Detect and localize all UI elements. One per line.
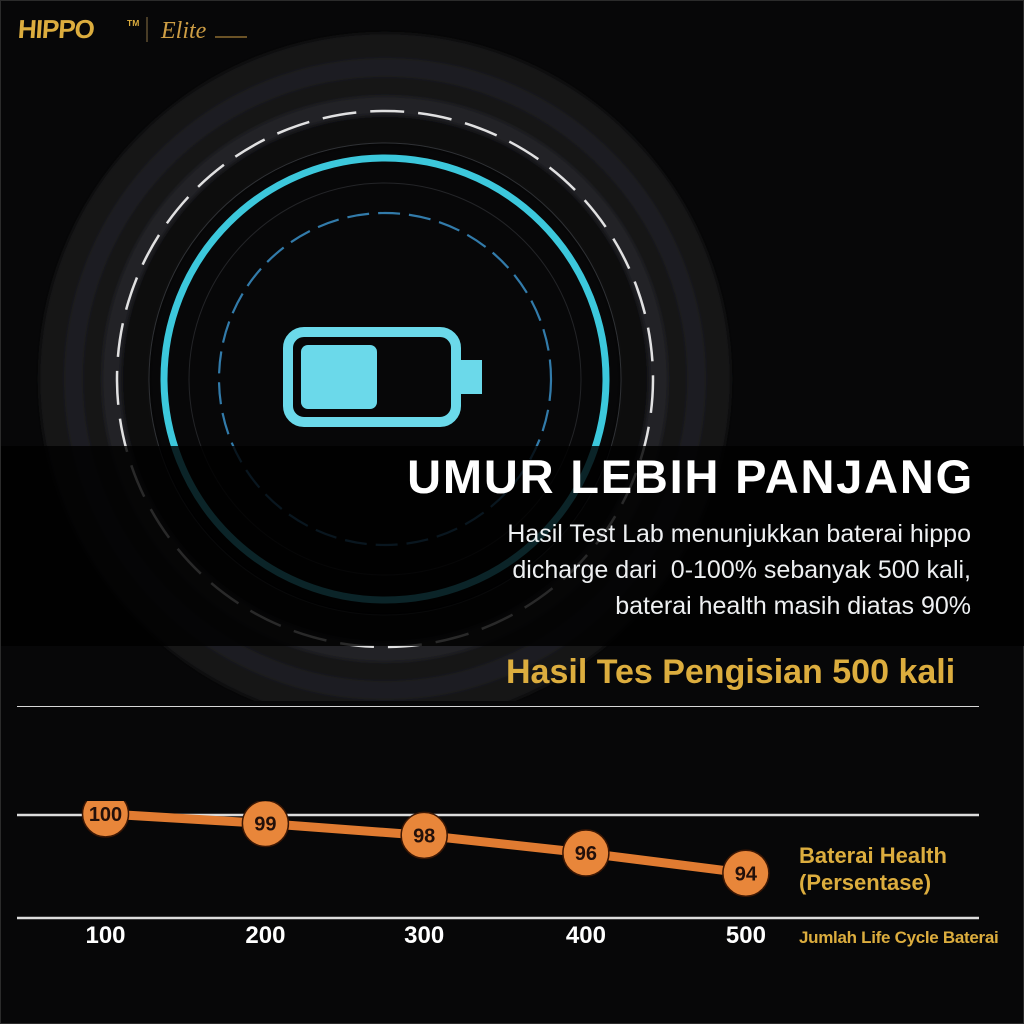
svg-text:100: 100: [89, 804, 122, 826]
svg-text:94: 94: [735, 863, 758, 885]
svg-text:Baterai Health: Baterai Health: [799, 843, 947, 868]
svg-text:Jumlah Life Cycle Baterai: Jumlah Life Cycle Baterai: [799, 928, 998, 947]
svg-text:96: 96: [575, 843, 597, 865]
svg-text:300: 300: [404, 922, 444, 949]
svg-text:98: 98: [413, 826, 435, 848]
svg-text:200: 200: [245, 922, 285, 949]
svg-text:100: 100: [85, 922, 125, 949]
svg-text:400: 400: [566, 922, 606, 949]
svg-text:(Persentase): (Persentase): [799, 870, 931, 895]
svg-text:99: 99: [254, 814, 276, 836]
svg-text:500: 500: [726, 922, 766, 949]
